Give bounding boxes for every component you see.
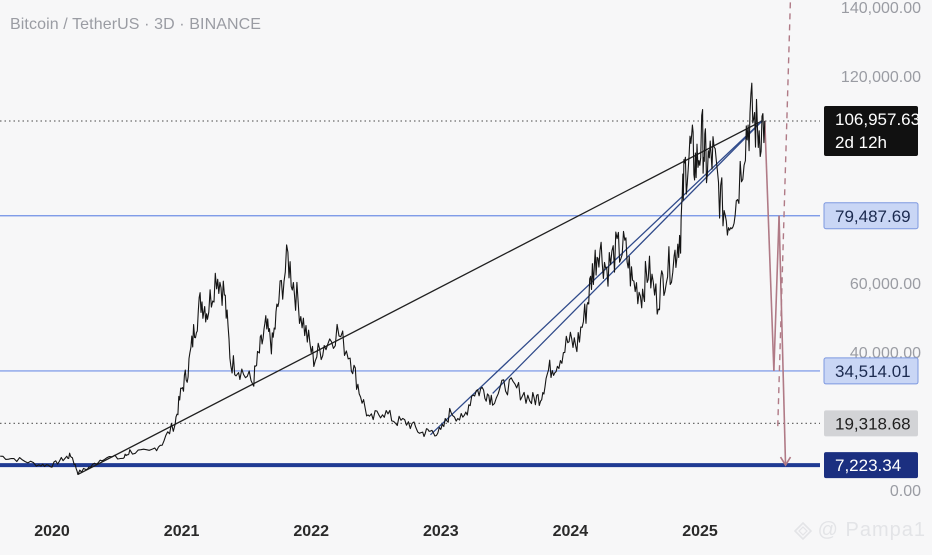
price-badge[interactable]	[823, 202, 919, 230]
price-badge-label: 34,514.01	[835, 362, 911, 381]
watermark: @ Pampa1	[793, 519, 926, 542]
x-tick-label: 2023	[423, 523, 459, 540]
y-tick-label: 60,000.00	[850, 276, 921, 293]
watermark-text: @ Pampa1	[817, 519, 926, 541]
projection-line[interactable]	[764, 120, 775, 371]
y-tick-label: 120,000.00	[841, 69, 921, 86]
x-tick-label: 2020	[34, 523, 70, 540]
price-badge-label: 79,487.69	[835, 207, 911, 226]
price-badge[interactable]	[824, 105, 918, 156]
projection-line[interactable]	[773, 215, 780, 371]
x-tick-label: 2022	[293, 523, 329, 540]
dashed-projection-line[interactable]	[777, 0, 792, 427]
y-tick-label: 0.00	[890, 483, 921, 500]
symbol-title: Bitcoin / TetherUS · 3D · BINANCE	[10, 16, 262, 33]
price-badge[interactable]	[824, 452, 918, 479]
trendline[interactable]	[77, 120, 763, 476]
price-badge-label: 7,223.34	[835, 456, 901, 475]
x-tick-label: 2025	[682, 523, 718, 540]
trendline[interactable]	[492, 120, 763, 394]
projection-line[interactable]	[778, 215, 787, 466]
price-badge-label: 106,957.63	[835, 110, 920, 129]
x-tick-label: 2024	[553, 523, 589, 540]
price-badge[interactable]	[823, 357, 919, 385]
projection-arrowhead	[779, 456, 792, 467]
diamond-logo-icon	[793, 521, 812, 540]
countdown-label: 2d 12h	[835, 133, 887, 152]
price-badge[interactable]	[824, 410, 918, 437]
price-series-line[interactable]	[0, 82, 766, 476]
x-tick-label: 2021	[164, 523, 200, 540]
price-badge-label: 19,318.68	[835, 414, 911, 433]
y-tick-label: 140,000.00	[841, 0, 921, 17]
